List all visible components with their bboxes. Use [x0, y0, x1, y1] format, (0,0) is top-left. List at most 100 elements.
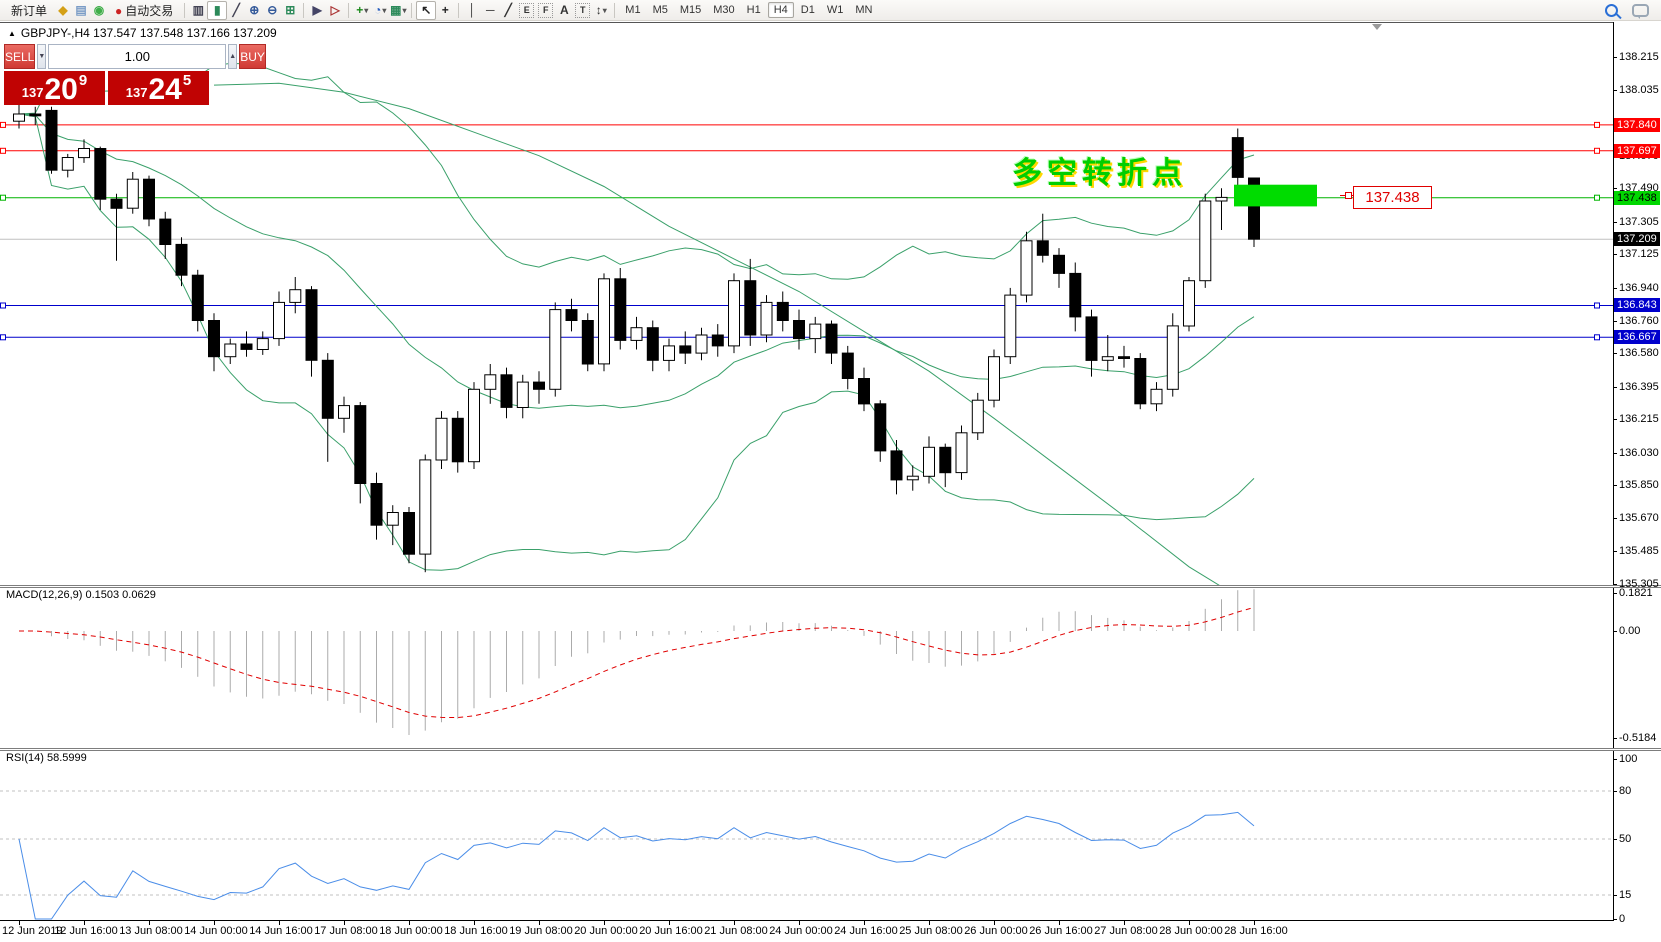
chat-icon[interactable] — [1632, 3, 1649, 19]
order-block-rectangle[interactable] — [1234, 184, 1317, 207]
timeframe-m30[interactable]: M30 — [713, 4, 735, 16]
candle-body — [581, 320, 594, 365]
candle-body — [289, 289, 302, 303]
horizontal-line-icon[interactable]: ─ — [486, 3, 495, 17]
ask-quote-box[interactable]: 137 24 5 — [108, 71, 209, 105]
add-indicator-button[interactable]: + ▾ — [356, 3, 369, 17]
timeframe-d1[interactable]: D1 — [800, 4, 815, 16]
line-handle[interactable] — [1594, 302, 1600, 309]
line-handle[interactable] — [0, 302, 6, 309]
price-tick-dash — [1613, 584, 1617, 585]
macd-pane-divider[interactable] — [0, 585, 1661, 588]
candle-body — [321, 359, 334, 419]
long-ma-line[interactable] — [213, 82, 1254, 585]
time-tick-label: 26 Jun 00:00 — [964, 925, 1028, 937]
bid-quote-box[interactable]: 137 20 9 — [4, 71, 105, 105]
line-handle[interactable] — [1594, 194, 1600, 201]
line-handle[interactable] — [0, 334, 6, 341]
line-handle[interactable] — [1594, 334, 1600, 341]
candle-body — [874, 403, 887, 452]
line-handle[interactable] — [0, 121, 6, 128]
zoom-out-icon[interactable]: ⊖ — [267, 3, 278, 17]
gold-book-icon[interactable]: ◆ — [58, 3, 68, 17]
fibonacci-icon[interactable]: F — [538, 2, 554, 18]
timeframe-m1[interactable]: M1 — [625, 4, 641, 16]
vertical-line-icon[interactable]: │ — [468, 3, 477, 17]
search-icon[interactable] — [1605, 3, 1622, 19]
candlestick-chart-icon[interactable]: ▮ — [207, 0, 228, 20]
rsi-axis-dash — [1613, 895, 1617, 896]
line-handle[interactable] — [0, 194, 6, 201]
volume-input[interactable] — [48, 44, 227, 69]
candle-body — [110, 198, 123, 209]
timeframe-m5[interactable]: M5 — [652, 4, 668, 16]
macd-axis-label: -0.5184 — [1619, 732, 1657, 744]
autotrading-button[interactable]: ● 自动交易 — [115, 3, 174, 18]
candle-body — [776, 301, 789, 321]
macd-label: MACD(12,26,9) 0.1503 0.0629 — [6, 589, 156, 601]
text-icon[interactable]: A — [559, 3, 569, 17]
text-label-icon[interactable]: T — [575, 2, 591, 18]
tile-windows-icon[interactable]: ⊞ — [285, 3, 296, 17]
timeframe-h1[interactable]: H1 — [746, 4, 761, 16]
time-tick — [669, 920, 670, 925]
symbol-expand-icon[interactable]: ▲ — [8, 28, 16, 38]
time-tick-label: 24 Jun 00:00 — [769, 925, 833, 937]
candle-body — [565, 309, 578, 322]
buy-button[interactable]: BUY — [239, 44, 266, 69]
macd-axis-dash — [1613, 738, 1617, 739]
rsi-axis-dash — [1613, 839, 1617, 840]
zoom-in-icon[interactable]: ⊕ — [249, 3, 260, 17]
price-callout-label[interactable]: 137.438 — [1353, 186, 1432, 209]
candle-body — [1150, 388, 1163, 405]
candle-body — [78, 148, 90, 159]
chart-shift-icon[interactable]: ▷ — [330, 3, 340, 17]
signals-icon[interactable]: ◉ — [93, 3, 105, 17]
bollinger-middle-band[interactable] — [18, 113, 1255, 409]
candle-body — [1085, 316, 1098, 361]
volume-increase-button[interactable]: ▲ — [228, 44, 238, 69]
trendline-icon[interactable]: ╱ — [504, 3, 512, 17]
annotation-text[interactable]: 多空转折点 — [1012, 157, 1187, 190]
bar-chart-icon[interactable]: ▥ — [192, 3, 204, 17]
line-chart-icon[interactable]: ╱ — [232, 3, 240, 17]
periods-button[interactable]: ◔ ▾ — [374, 3, 387, 17]
candle-body — [45, 109, 58, 171]
line-handle[interactable] — [0, 147, 6, 154]
candle-body — [386, 512, 399, 526]
time-tick — [84, 920, 85, 925]
chart-shift-marker[interactable] — [1372, 24, 1382, 30]
candle-body — [191, 274, 204, 321]
toolbar-separator — [184, 2, 186, 18]
toolbar: 新订单 ◆ ▤ ◉ ● 自动交易 ▥ ▮ ╱ ⊕ ⊖ ⊞ ▶ ▷ + ▾ ◔ ▾ ▦ ▾ ↖ + │ ─ ╱ E F A T ↕ ▾ M1 M5… — [0, 0, 1661, 21]
callout-handle-square[interactable] — [1345, 192, 1352, 199]
cursor-icon[interactable]: ↖ — [416, 0, 437, 20]
candle-body — [273, 301, 285, 340]
line-handle[interactable] — [1594, 147, 1600, 154]
timeframe-m15[interactable]: M15 — [679, 4, 702, 16]
bollinger-lower-band[interactable] — [18, 113, 1255, 571]
candle-body — [1166, 325, 1179, 390]
time-tick-label: 21 Jun 08:00 — [704, 925, 768, 937]
time-tick — [799, 920, 800, 925]
price-line-label: 137.840 — [1614, 118, 1660, 132]
timeframe-w1[interactable]: W1 — [826, 4, 844, 16]
time-tick — [539, 920, 540, 925]
candle-body — [614, 278, 627, 341]
candle-body — [305, 289, 318, 361]
metaeditor-icon[interactable]: ▤ — [75, 3, 87, 17]
sell-button[interactable]: SELL — [4, 44, 36, 69]
template-button[interactable]: ▦ ▾ — [390, 3, 407, 17]
rsi-axis-dash — [1613, 791, 1617, 792]
timeframe-mn[interactable]: MN — [855, 4, 873, 16]
arrows-icon[interactable]: ↕ ▾ — [595, 3, 607, 17]
timeframe-h4[interactable]: H4 — [767, 2, 794, 18]
volume-decrease-button[interactable]: ▼ — [37, 44, 47, 69]
rsi-pane-divider[interactable] — [0, 748, 1661, 751]
line-handle[interactable] — [1594, 121, 1600, 128]
candle-body — [208, 320, 220, 358]
equidistant-channel-icon[interactable]: E — [519, 2, 535, 18]
crosshair-icon[interactable]: + — [441, 3, 449, 17]
auto-scroll-icon[interactable]: ▶ — [312, 3, 322, 17]
new-order-button[interactable]: 新订单 — [11, 3, 48, 18]
